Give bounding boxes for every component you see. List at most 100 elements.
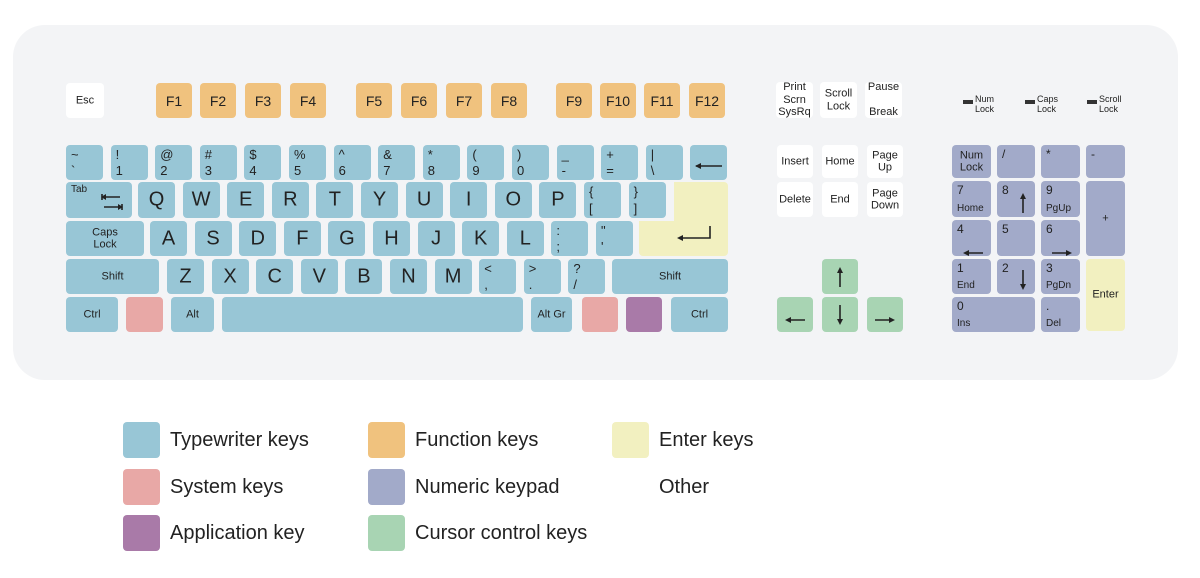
key-shift[interactable]: Shift [66, 259, 159, 294]
key-typewriter[interactable] [222, 297, 523, 332]
key-i[interactable]: I [450, 182, 488, 218]
key-backspace-arrow[interactable] [690, 145, 728, 180]
key-arrow-up[interactable] [822, 259, 858, 294]
key-f10[interactable]: F10 [600, 83, 636, 118]
key-l[interactable]: L [506, 221, 544, 256]
key-blank[interactable]: ? / [568, 259, 606, 294]
key-e[interactable]: E [227, 182, 265, 218]
key-2[interactable]: @2 [155, 145, 193, 180]
key-home[interactable]: 7 Home [952, 181, 991, 217]
key-4[interactable]: 4 [952, 220, 991, 256]
key-ins[interactable]: 0 Ins [952, 297, 1035, 332]
key-f1[interactable]: F1 [156, 83, 192, 118]
key-5[interactable]: 5 [997, 220, 1035, 256]
key-end[interactable]: 1 End [952, 259, 991, 294]
key-s[interactable]: S [194, 221, 232, 256]
key-ctrl[interactable]: Ctrl [671, 297, 728, 332]
key-shift[interactable]: Shift [612, 259, 728, 294]
key-print-scrn-sysrq[interactable]: Print Scrn SysRq [776, 82, 813, 118]
key-d[interactable]: D [239, 221, 277, 256]
key-f6[interactable]: F6 [401, 83, 437, 118]
key-caps-lock[interactable]: Caps Lock [66, 221, 144, 256]
key-pgdn[interactable]: 3 PgDn [1041, 259, 1080, 294]
key-enter[interactable]: Enter [1086, 259, 1125, 331]
key-alt-gr[interactable]: Alt Gr [531, 297, 572, 332]
key-3[interactable]: #3 [199, 145, 237, 180]
key-home[interactable]: Home [822, 145, 858, 178]
key-blank[interactable]: + [1086, 181, 1125, 256]
key-u[interactable]: U [405, 182, 443, 218]
key-7[interactable]: & 7 [378, 145, 416, 180]
key-f9[interactable]: F9 [556, 83, 592, 118]
key-delete[interactable]: Delete [777, 182, 813, 217]
key-insert[interactable]: Insert [777, 145, 813, 178]
key-v[interactable]: V [300, 259, 338, 294]
key-blank[interactable]: }] [628, 182, 666, 218]
key-blank[interactable]: + = [601, 145, 639, 180]
key-2[interactable]: 2 [997, 259, 1035, 294]
key-0[interactable]: ) 0 [512, 145, 549, 180]
key-k[interactable]: K [462, 221, 500, 256]
key--[interactable]: _ - [556, 145, 594, 180]
key-8[interactable]: * 8 [422, 145, 460, 180]
key-blank[interactable]: >. [523, 259, 561, 294]
key-p[interactable]: P [539, 182, 577, 218]
key-f11[interactable]: F11 [644, 83, 680, 118]
key-g[interactable]: G [328, 221, 366, 256]
key-f12[interactable]: F12 [689, 83, 725, 118]
key-f8[interactable]: F8 [491, 83, 527, 118]
key-b[interactable]: B [345, 259, 383, 294]
key-h[interactable]: H [373, 221, 410, 256]
key-del[interactable]: . Del [1041, 297, 1080, 332]
key-f5[interactable]: F5 [356, 83, 392, 118]
key-num-lock[interactable]: Num Lock [952, 145, 991, 178]
key-q[interactable]: Q [138, 182, 175, 218]
key-ctrl[interactable]: Ctrl [66, 297, 118, 332]
key-tab[interactable]: Tab [66, 182, 132, 218]
key-6[interactable]: ^ 6 [333, 145, 371, 180]
key-o[interactable]: O [494, 182, 532, 218]
key-arrow-left[interactable] [777, 297, 813, 332]
key-page-down[interactable]: Page Down [867, 182, 903, 217]
key-x[interactable]: X [211, 259, 249, 294]
key-alt[interactable]: Alt [171, 297, 214, 332]
key-blank[interactable]: <, [479, 259, 517, 294]
key-z[interactable]: Z [167, 259, 204, 294]
key-system[interactable] [582, 297, 618, 332]
key-blank[interactable]: / [997, 145, 1035, 178]
key-y[interactable]: Y [361, 182, 398, 218]
key-5[interactable]: % 5 [289, 145, 326, 180]
key-w[interactable]: W [182, 182, 220, 218]
key-9[interactable]: (9 [467, 145, 505, 180]
key--[interactable]: - [1086, 145, 1125, 178]
key-blank[interactable]: {[ [584, 182, 621, 218]
key-t[interactable]: T [316, 182, 354, 218]
key-system[interactable] [126, 297, 163, 332]
key-f2[interactable]: F2 [200, 83, 236, 118]
key-scroll-lock[interactable]: Scroll Lock [820, 82, 857, 118]
key-blank[interactable]: ~ ` [66, 145, 103, 180]
key-blank[interactable]: | \ [645, 145, 683, 180]
key-arrow-right[interactable] [867, 297, 903, 332]
key-blank[interactable]: * [1041, 145, 1080, 178]
key-8[interactable]: 8 [997, 181, 1035, 217]
key-arrow-down[interactable] [822, 297, 858, 332]
key-end[interactable]: End [822, 182, 858, 217]
key-6[interactable]: 6 [1041, 220, 1080, 256]
key-blank[interactable]: :; [551, 221, 589, 256]
key-a[interactable]: A [150, 221, 187, 256]
key-page-up[interactable]: Page Up [867, 145, 903, 178]
key-f4[interactable]: F4 [290, 83, 326, 118]
key-4[interactable]: $4 [244, 145, 282, 180]
key-r[interactable]: R [271, 182, 309, 218]
key-f7[interactable]: F7 [446, 83, 482, 118]
key-m[interactable]: M [434, 259, 472, 294]
key-j[interactable]: J [417, 221, 455, 256]
key-pgup[interactable]: 9 PgUp [1041, 181, 1080, 217]
key-n[interactable]: N [390, 259, 427, 294]
key-1[interactable]: ! 1 [110, 145, 148, 180]
key-c[interactable]: C [256, 259, 294, 294]
key-esc[interactable]: Esc [66, 83, 104, 118]
key-f[interactable]: F [283, 221, 321, 256]
key-pause-break[interactable]: Pause Break [865, 82, 902, 118]
